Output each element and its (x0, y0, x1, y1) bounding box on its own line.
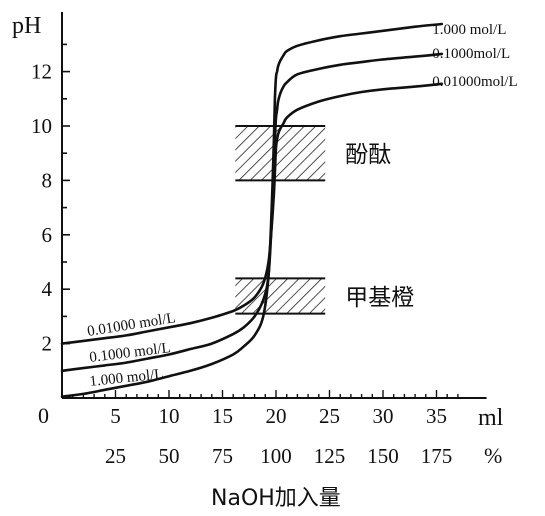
y-axis-label: pH (12, 13, 41, 39)
pct-tick-label: 100 (260, 444, 292, 468)
pct-tick-label: 75 (212, 444, 233, 468)
y-tick-label: 12 (31, 60, 52, 84)
series-label-right-1: 1.000 mol/L (432, 22, 506, 38)
series-line-1 (60, 22, 444, 398)
y-tick-label: 4 (42, 277, 53, 301)
indicator-zone-1 (235, 126, 326, 181)
pct-tick-label: 50 (159, 444, 180, 468)
x-tick-label: 30 (373, 404, 394, 428)
x-tick-label: 20 (266, 404, 287, 428)
y-tick-label: 10 (31, 114, 52, 138)
series-label-right-3: 0.01000mol/L (432, 74, 517, 90)
x-tick-label: 15 (212, 404, 233, 428)
pct-unit-label: % (484, 443, 502, 468)
series-line-3 (60, 82, 444, 345)
pct-tick-label: 175 (421, 444, 453, 468)
x-tick-label: 5 (110, 404, 121, 428)
y-tick-label: 8 (42, 168, 53, 192)
y-tick-label: 2 (42, 332, 53, 356)
y-tick-label: 6 (42, 223, 53, 247)
series-label-left-3: 1.000 mol/L (89, 366, 164, 390)
indicator-label-2: 甲基橙 (345, 285, 414, 311)
x-tick-label: 25 (319, 404, 340, 428)
pct-tick-label: 125 (314, 444, 346, 468)
x-tick-label: 35 (426, 404, 447, 428)
indicator-label-1: 酚酞 (345, 142, 391, 168)
x-unit-label: ml (478, 405, 504, 431)
pct-tick-label: 25 (105, 444, 126, 468)
origin-label: 0 (38, 403, 49, 428)
x-tick-label: 10 (159, 404, 180, 428)
x-axis-title: NaOH加入量 (211, 486, 341, 511)
series-label-right-2: 0.1000mol/L (432, 46, 510, 62)
indicator-zone-2 (235, 278, 326, 314)
pct-tick-label: 150 (367, 444, 399, 468)
